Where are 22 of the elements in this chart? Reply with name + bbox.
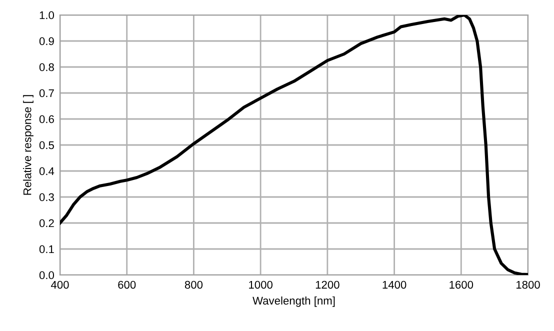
y-tick-label: 0.7	[39, 89, 54, 98]
y-tick-label: 0.3	[39, 193, 54, 202]
x-tick-label: 1800	[516, 280, 540, 289]
y-tick-label: 0.4	[39, 167, 54, 176]
y-tick-label: 0.1	[39, 245, 54, 254]
y-axis-title: Relative response [ ]	[23, 95, 34, 195]
y-tick-label: 0.5	[39, 141, 54, 150]
y-tick-label: 0.6	[39, 115, 54, 124]
line-series	[60, 15, 528, 275]
x-tick-label: 1000	[249, 280, 272, 289]
x-axis-title: Wavelength [nm]	[252, 296, 335, 307]
y-tick-label: 0.9	[39, 37, 54, 46]
x-tick-label: 400	[50, 280, 69, 289]
x-tick-label: 600	[118, 280, 136, 289]
x-tick-label: 800	[184, 280, 203, 289]
y-tick-label: 0.0	[39, 271, 54, 280]
y-tick-label: 0.2	[39, 219, 54, 228]
x-tick-label: 1400	[382, 280, 406, 289]
x-tick-label: 1600	[450, 280, 474, 289]
x-tick-label: 1200	[316, 280, 340, 289]
y-tick-label: 1.0	[40, 11, 54, 20]
y-tick-label: 0.8	[39, 63, 54, 72]
